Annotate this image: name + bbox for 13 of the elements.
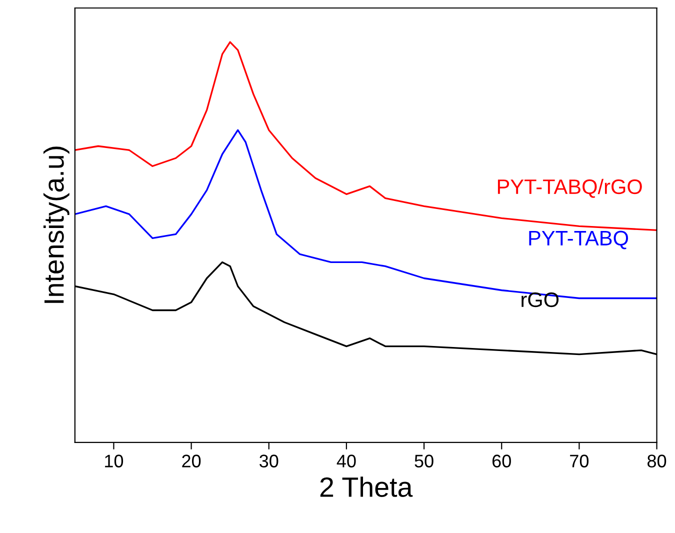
x-tick-label: 60 xyxy=(492,454,511,468)
x-tick-label: 40 xyxy=(336,454,356,468)
x-axis-title: 2 Theta xyxy=(320,476,413,497)
x-tick-label: 20 xyxy=(182,454,201,468)
text: rGO xyxy=(522,292,559,308)
y-axis-title: Intensity(a.u) xyxy=(43,146,70,303)
series-label: PYT-TABQ/rGO xyxy=(498,178,642,198)
x-tick-label: 10 xyxy=(105,454,124,468)
x-tick-label: 70 xyxy=(570,454,589,468)
x-tick-label: 80 xyxy=(648,454,666,468)
x-tick-label: 30 xyxy=(260,454,278,468)
x-tick-label: 50 xyxy=(414,454,434,468)
text: PYT-TABQ xyxy=(529,230,628,250)
